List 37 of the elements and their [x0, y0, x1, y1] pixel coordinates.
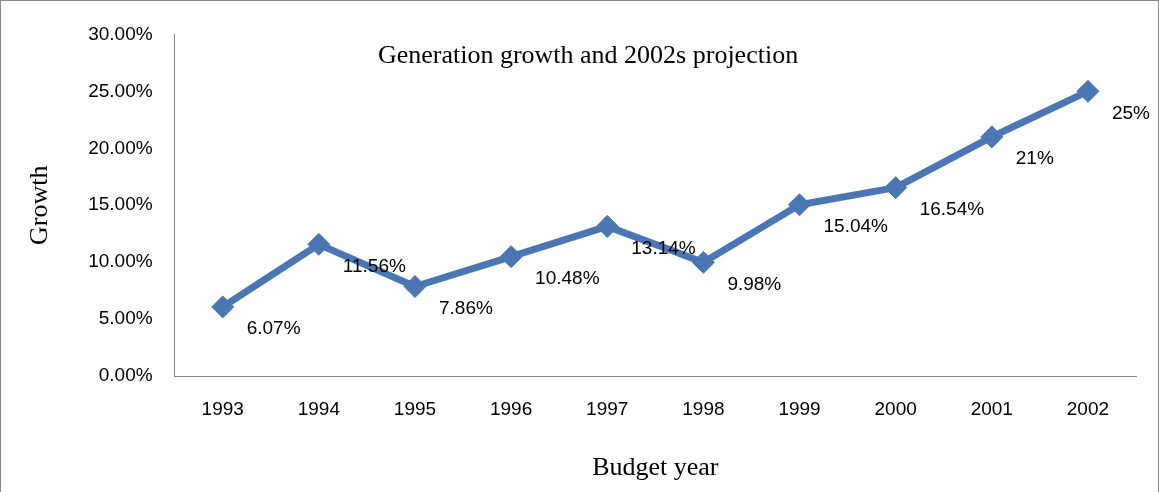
data-label: 6.07%	[246, 317, 301, 339]
y-tick-label: 5.00%	[98, 307, 153, 329]
point	[307, 232, 331, 256]
point	[884, 176, 908, 200]
point	[499, 245, 523, 269]
x-axis-title: Budget year	[592, 452, 719, 482]
point	[788, 193, 812, 217]
x-tick-label: 2000	[874, 397, 917, 419]
y-tick-label: 25.00%	[88, 79, 153, 101]
data-label: 25%	[1111, 101, 1151, 123]
point	[1076, 79, 1100, 103]
y-axis-title: Growth	[24, 165, 54, 245]
data-label: 9.98%	[727, 272, 782, 294]
x-tick-label: 1994	[297, 397, 341, 419]
chart-title: Generation growth and 2002s projection	[377, 40, 799, 70]
x-tick-label: 2001	[970, 397, 1013, 419]
x-tick-label: 1996	[489, 397, 533, 419]
x-tick-label: 1997	[586, 397, 629, 419]
y-tick-label: 30.00%	[88, 22, 153, 44]
point	[595, 214, 619, 238]
y-tick-label: 10.00%	[88, 250, 153, 272]
x-tick-label: 1998	[682, 397, 725, 419]
y-tick-label: 0.00%	[98, 364, 153, 386]
data-label: 15.04%	[823, 214, 889, 236]
point	[980, 125, 1004, 149]
point	[211, 295, 235, 319]
x-tick-label: 1993	[201, 397, 244, 419]
point	[403, 275, 427, 298]
data-label: 16.54%	[919, 197, 985, 219]
y-tick-label: 20.00%	[88, 136, 153, 158]
data-label: 7.86%	[438, 296, 493, 318]
x-tick-label: 2002	[1066, 397, 1110, 419]
data-label: 21%	[1015, 147, 1054, 169]
x-tick-label: 1995	[393, 397, 437, 419]
x-tick-label: 1999	[778, 397, 821, 419]
y-tick-label: 15.00%	[88, 193, 153, 215]
data-label: 10.48%	[535, 266, 600, 288]
